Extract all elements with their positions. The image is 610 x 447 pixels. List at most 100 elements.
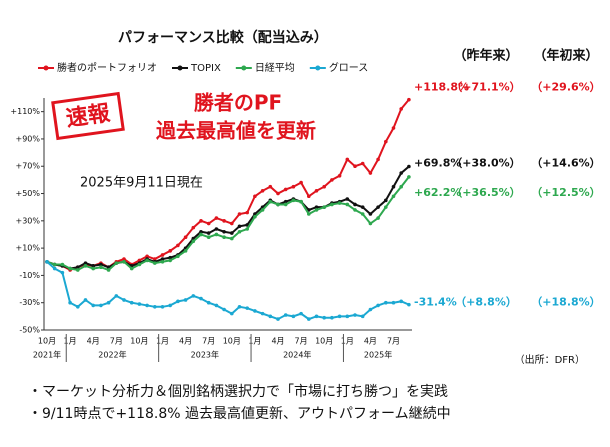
point bbox=[322, 205, 327, 209]
point bbox=[391, 184, 396, 189]
point bbox=[299, 199, 303, 204]
point bbox=[368, 307, 373, 312]
source: （出所：DFR） bbox=[515, 353, 585, 366]
point bbox=[391, 126, 396, 130]
legend-marker bbox=[241, 65, 247, 71]
series-line bbox=[46, 261, 410, 321]
y-tick-label: +30% bbox=[16, 216, 41, 225]
legend-marker bbox=[177, 65, 183, 71]
point bbox=[407, 175, 411, 179]
point bbox=[260, 311, 265, 316]
point bbox=[368, 212, 373, 216]
point bbox=[384, 139, 388, 144]
point bbox=[137, 262, 142, 267]
point bbox=[99, 265, 103, 270]
series-line bbox=[46, 176, 410, 272]
point bbox=[60, 270, 65, 275]
bullet: ・マーケット分析力＆個別銘柄選択力で「市場に打ち勝つ」を実践 bbox=[28, 383, 448, 400]
point bbox=[199, 219, 203, 223]
point bbox=[99, 262, 103, 267]
point bbox=[237, 212, 242, 216]
point bbox=[260, 208, 265, 212]
x-tick-label: 4月 bbox=[271, 337, 284, 346]
yoy-label: （+36.5%） bbox=[451, 186, 520, 199]
point bbox=[153, 305, 157, 309]
x-tick-label: 1月 bbox=[248, 337, 261, 346]
point bbox=[83, 261, 88, 265]
point bbox=[52, 266, 57, 271]
point bbox=[191, 225, 196, 230]
point bbox=[276, 191, 280, 196]
point bbox=[360, 161, 365, 166]
legend-marker bbox=[315, 65, 321, 71]
point bbox=[345, 314, 350, 319]
point bbox=[307, 194, 311, 199]
point bbox=[145, 303, 149, 308]
ytd-label: （+12.5%） bbox=[531, 186, 600, 199]
point bbox=[160, 305, 165, 309]
end-label: -31.4% bbox=[414, 296, 457, 309]
point bbox=[384, 300, 388, 305]
end-label: +118.8% bbox=[414, 81, 469, 94]
point bbox=[283, 199, 288, 204]
point bbox=[253, 309, 257, 313]
point bbox=[283, 313, 288, 317]
point bbox=[191, 294, 196, 298]
point bbox=[168, 255, 172, 260]
point bbox=[176, 243, 180, 248]
point bbox=[299, 311, 303, 316]
point bbox=[122, 257, 126, 261]
stamp-box bbox=[51, 91, 125, 141]
point bbox=[106, 268, 111, 272]
point bbox=[307, 317, 311, 321]
point bbox=[76, 268, 80, 272]
x-tick-label: 7月 bbox=[387, 337, 400, 346]
stamp: 速報 bbox=[51, 91, 125, 141]
point bbox=[183, 249, 188, 253]
point bbox=[353, 313, 357, 317]
point bbox=[353, 208, 357, 212]
point bbox=[314, 205, 319, 209]
point bbox=[353, 202, 357, 207]
point bbox=[314, 314, 319, 319]
legend-item: 勝者のポートフォリオ bbox=[38, 61, 157, 74]
point bbox=[314, 189, 319, 193]
point bbox=[253, 214, 257, 219]
headline: 過去最高値を更新 bbox=[156, 119, 316, 143]
point bbox=[168, 258, 172, 263]
point bbox=[330, 315, 334, 320]
point bbox=[160, 253, 165, 257]
point bbox=[122, 259, 126, 264]
point bbox=[407, 164, 411, 169]
y-tick-label: +10% bbox=[16, 244, 41, 253]
x-tick-label: 7月 bbox=[110, 337, 123, 346]
bullet: ・9/11時点で+118.8% 過去最高値更新、アウトパフォーム継続中 bbox=[28, 405, 451, 422]
point bbox=[222, 229, 226, 234]
y-tick-label: -50% bbox=[19, 326, 40, 335]
legend-item: TOPIX bbox=[172, 63, 221, 74]
point bbox=[384, 198, 388, 203]
point bbox=[245, 227, 249, 231]
point bbox=[291, 314, 296, 319]
point bbox=[76, 305, 80, 309]
point bbox=[368, 221, 373, 226]
point bbox=[268, 184, 273, 189]
point bbox=[391, 300, 396, 305]
point bbox=[191, 239, 196, 244]
point bbox=[276, 317, 280, 321]
point bbox=[337, 173, 342, 178]
x-tick-label: 1月 bbox=[156, 337, 169, 346]
point bbox=[276, 202, 280, 207]
x-tick-label: 7月 bbox=[295, 337, 308, 346]
point bbox=[160, 257, 165, 261]
point bbox=[237, 305, 242, 309]
point bbox=[206, 300, 211, 305]
point bbox=[337, 201, 342, 205]
year-label: 2021年 bbox=[33, 350, 61, 360]
point bbox=[283, 187, 288, 192]
col-header: （昨年来） bbox=[453, 48, 518, 64]
point bbox=[407, 97, 411, 102]
x-tick-label: 10月 bbox=[223, 337, 241, 346]
point bbox=[291, 184, 296, 189]
point bbox=[145, 258, 149, 263]
